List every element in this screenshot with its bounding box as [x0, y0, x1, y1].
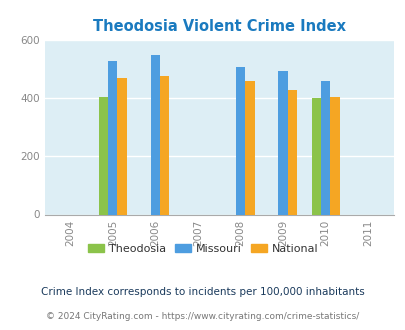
Bar: [245, 81, 254, 214]
Bar: [150, 55, 160, 214]
Bar: [278, 71, 287, 214]
Text: © 2024 CityRating.com - https://www.cityrating.com/crime-statistics/: © 2024 CityRating.com - https://www.city…: [46, 312, 359, 321]
Bar: [287, 90, 296, 214]
Text: Crime Index corresponds to incidents per 100,000 inhabitants: Crime Index corresponds to incidents per…: [41, 287, 364, 297]
Title: Theodosia Violent Crime Index: Theodosia Violent Crime Index: [92, 19, 345, 34]
Bar: [160, 76, 169, 214]
Bar: [330, 97, 339, 214]
Bar: [235, 67, 245, 214]
Bar: [98, 97, 108, 214]
Legend: Theodosia, Missouri, National: Theodosia, Missouri, National: [83, 240, 322, 258]
Bar: [108, 61, 117, 214]
Bar: [311, 98, 320, 214]
Bar: [320, 81, 330, 214]
Bar: [117, 78, 126, 214]
